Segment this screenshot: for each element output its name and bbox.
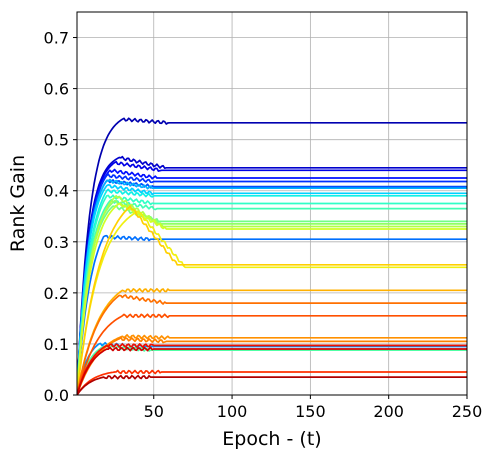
y-tick-label: 0.0 [44,386,69,405]
series-line [77,343,467,395]
series-line [77,369,467,395]
series-line [77,346,467,395]
y-tick-label: 0.4 [44,182,69,201]
series-line [77,344,467,395]
series-lines [77,117,467,395]
series-line [77,204,467,395]
series-line [77,374,467,395]
series-line [77,168,467,395]
series-line [77,194,467,395]
y-tick-label: 0.3 [44,233,69,252]
y-tick-label: 0.2 [44,284,69,303]
series-line [77,336,467,395]
series-line [77,313,467,395]
series-line [77,334,467,395]
series-line [77,198,467,395]
y-tick-label: 0.6 [44,80,69,99]
series-line [77,205,467,395]
series-line [77,117,467,395]
series-line [77,234,467,395]
series-line [77,155,467,395]
y-tick-label: 0.1 [44,335,69,354]
series-line [77,287,467,395]
plot-frame [76,11,468,396]
series-line [77,202,467,395]
series-line [77,294,467,395]
series-line [77,173,467,395]
series-line [77,184,467,395]
series-line [77,194,467,395]
x-tick-label: 50 [144,402,164,421]
y-tick-label: 0.7 [44,29,69,48]
x-tick-label: 250 [452,402,483,421]
series-line [77,178,467,395]
y-axis-title: Rank Gain [7,155,29,252]
x-tick-label: 100 [217,402,248,421]
x-tick-label: 150 [295,402,326,421]
series-line [77,160,467,395]
series-line [77,188,467,395]
x-tick-label: 200 [373,402,404,421]
y-tick-label: 0.5 [44,131,69,150]
x-axis-title: Epoch - (t) [222,428,321,450]
ticks: 50 100 150 200 250 0.0 0.1 0.2 0.3 0.4 0.5 0.6 0.7 [44,29,483,421]
series-line [77,179,467,395]
series-line [77,210,467,395]
